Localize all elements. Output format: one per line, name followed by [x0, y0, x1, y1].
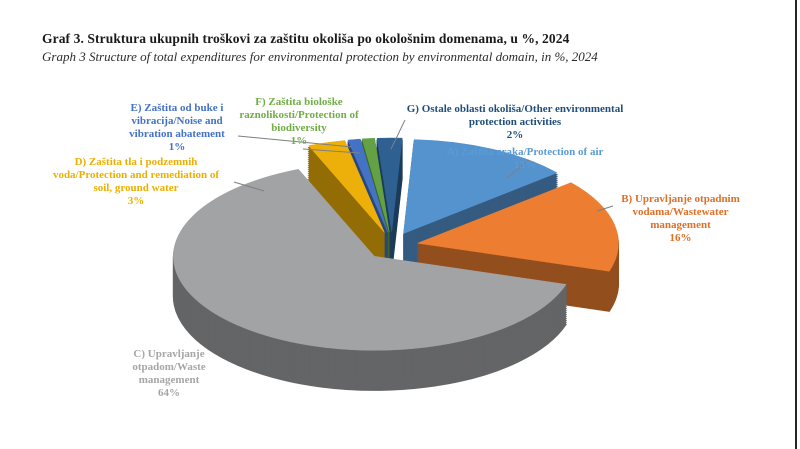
leader-line-G — [390, 119, 406, 150]
slice-label-line: F) Zaštita biološke — [255, 96, 343, 108]
leader-line-D — [233, 181, 265, 192]
leader-line-A — [506, 159, 530, 179]
chart-title: Graf 3. Struktura ukupnih troškovi za za… — [42, 31, 570, 46]
chart-subtitle: Graph 3 Structure of total expenditures … — [42, 49, 598, 64]
slice-label-D: D) Zaštita tla i podzemnih voda/Protectio… — [36, 156, 236, 208]
slice-label-line: D) Zaštita tla i podzemnih — [74, 156, 198, 168]
slice-label-line: biodiversity — [271, 122, 327, 134]
slice-label-line: B) Upravljanje otpadnim — [621, 193, 740, 205]
slice-label-line: A) Zaštita zraka/Protection of air — [446, 146, 604, 158]
slice-label-A: A) Zaštita zraka/Protection of air 13% — [424, 146, 626, 172]
leader-line-F — [302, 148, 361, 154]
slice-label-line: 16% — [669, 232, 692, 244]
leader-line-B — [596, 205, 614, 212]
slice-label-line: voda/Protection and remediation of — [52, 169, 220, 181]
page-edge-line — [795, 0, 797, 449]
slice-label-line: soil, ground water — [93, 182, 179, 194]
slice-label-line: vibration abatement — [129, 128, 225, 140]
slice-label-line: vibracija/Noise and — [131, 115, 223, 127]
slice-label-E: E) Zaštita od buke i vibracija/Noise and v… — [106, 102, 248, 154]
slice-label-line: C) Upravljanje — [133, 348, 205, 360]
slice-label-line: 64% — [158, 387, 180, 399]
leader-line-E — [237, 135, 353, 148]
slice-label-line: vodama/Wastewater — [632, 206, 729, 218]
slice-label-F: F) Zaštita biološke raznolikosti/Protecti… — [230, 96, 368, 148]
slice-label-G: G) Ostale oblasti okoliša/Other environm… — [396, 103, 634, 142]
title-block: Graf 3. Struktura ukupnih troškovi za za… — [42, 30, 742, 65]
slice-label-B: B) Upravljanje otpadnim vodama/Wastewater… — [597, 193, 764, 245]
slice-label-line: otpadom/Waste — [132, 361, 206, 373]
slice-label-line: protection activities — [468, 116, 562, 128]
slice-label-line: raznolikosti/Protection of — [239, 109, 359, 121]
slice-label-line: management — [138, 374, 200, 386]
slice-label-line: 13% — [514, 159, 536, 171]
slice-label-line: E) Zaštita od buke i — [130, 102, 224, 114]
slice-label-line: G) Ostale oblasti okoliša/Other environm… — [406, 103, 624, 115]
slice-label-line: 1% — [168, 141, 186, 153]
slice-label-line: 3% — [127, 195, 145, 207]
slice-label-line: management — [650, 219, 711, 231]
pie-slice-C — [172, 169, 568, 391]
leader-lines — [233, 119, 614, 212]
slice-label-line: 1% — [290, 135, 308, 147]
slice-label-line: 2% — [506, 129, 524, 141]
slice-label-C: C) Upravljanje otpadom/Waste management 64% — [113, 348, 225, 400]
